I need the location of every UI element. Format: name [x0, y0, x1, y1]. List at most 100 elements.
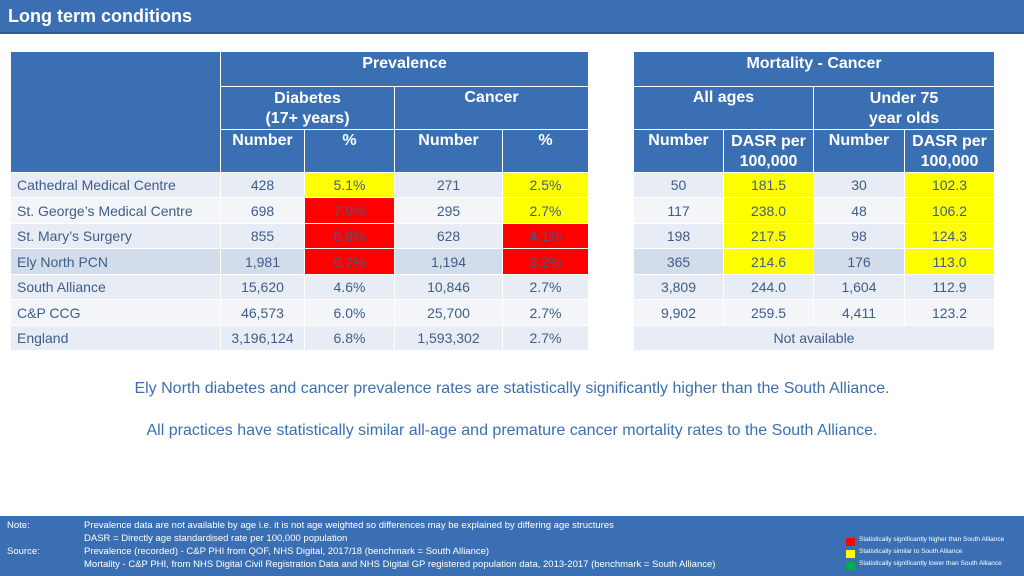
diabetes-number: 698: [220, 197, 305, 224]
diabetes-number: 428: [220, 172, 305, 198]
table-row: Ely North PCN 1,981 6.7% 1,194 3.2%: [10, 248, 590, 275]
note-text: DASR = Directly age standardised rate pe…: [84, 533, 348, 544]
mortality-header: Mortality - Cancer: [632, 51, 996, 87]
all-ages-number: 117: [633, 197, 724, 224]
prevalence-header: Prevalence: [219, 51, 590, 87]
under-75-dasr: 123.2: [903, 299, 996, 326]
prevalence-table: Prevalence Diabetes (17+ years) Cancer N…: [10, 51, 590, 351]
diabetes-percent: 5.1%: [304, 172, 395, 198]
under-75-dasr: 112.9: [903, 274, 996, 300]
table-row: Not available: [632, 325, 996, 351]
diabetes-header: Diabetes (17+ years): [220, 86, 395, 130]
under-75-number: 4,411: [813, 299, 905, 326]
under-75-number: 176: [813, 248, 905, 275]
diabetes-number: 46,573: [220, 299, 305, 326]
table-row: C&P CCG 46,573 6.0% 25,700 2.7%: [10, 299, 590, 326]
cancer-number: 1,194: [394, 248, 503, 275]
cancer-percent: 4.1%: [501, 223, 590, 249]
cancer-header: Cancer: [393, 86, 590, 130]
source-text: Prevalence (recorded) - C&P PHI from QOF…: [84, 546, 490, 557]
footer: Note: Prevalence data are not available …: [0, 516, 1024, 576]
under-75-header: Under 75 year olds: [812, 86, 996, 130]
area-name: St. George’s Medical Centre: [10, 197, 221, 224]
diabetes-number: 15,620: [220, 274, 305, 300]
diabetes-number: 855: [220, 223, 305, 249]
under-75-number: 98: [813, 223, 905, 249]
note-text: Prevalence data are not available by age…: [84, 520, 614, 531]
diabetes-percent: 6.8%: [304, 223, 395, 249]
cancer-percent: 2.7%: [501, 274, 590, 300]
table-row: 9,902 259.5 4,411 123.2: [633, 299, 996, 326]
area-name: England: [10, 325, 221, 351]
area-name: South Alliance: [10, 274, 221, 300]
note-label: Note:: [7, 520, 30, 531]
under-75-dasr: 113.0: [903, 248, 996, 275]
diabetes-percent: 4.6%: [304, 274, 395, 300]
all-ages-header: All ages: [633, 86, 814, 130]
cancer-number: 25,700: [394, 299, 503, 326]
under-75-number: 30: [813, 172, 905, 198]
cancer-number: 628: [394, 223, 503, 249]
all-ages-number: 3,809: [633, 274, 724, 300]
table-row: 365 214.6 176 113.0: [633, 248, 996, 275]
legend-swatch: [846, 550, 855, 558]
cancer-percent: 2.7%: [501, 299, 590, 326]
all-ages-dasr: 217.5: [723, 223, 814, 249]
cancer-percent: 2.7%: [501, 197, 590, 224]
cancer-number: 1,593,302: [394, 325, 503, 351]
table-row: South Alliance 15,620 4.6% 10,846 2.7%: [10, 274, 590, 300]
under-75-number: 1,604: [813, 274, 905, 300]
mortality-table: Mortality - Cancer All ages Under 75 yea…: [632, 51, 996, 351]
table-row: 198 217.5 98 124.3: [633, 223, 996, 249]
legend-swatch: [846, 562, 855, 570]
table-row: England 3,196,124 6.8% 1,593,302 2.7%: [10, 325, 590, 351]
under-75-dasr-header: DASR per 100,000: [903, 129, 996, 173]
area-name: Ely North PCN: [10, 248, 221, 275]
source-text: Mortality - C&P PHI, from NHS Digital Ci…: [84, 559, 716, 570]
all-ages-dasr-header: DASR per 100,000: [723, 129, 814, 173]
legend-label: Statistically significantly lower than S…: [859, 560, 1002, 567]
cancer-percent-header: %: [501, 129, 590, 173]
cancer-number-header: Number: [394, 129, 503, 173]
cancer-number: 271: [394, 172, 503, 198]
under-75-dasr: 106.2: [903, 197, 996, 224]
under-75-number-header: Number: [813, 129, 905, 173]
page-title: Long term conditions: [0, 0, 1024, 34]
table-row: 117 238.0 48 106.2: [633, 197, 996, 224]
all-ages-number: 9,902: [633, 299, 724, 326]
all-ages-number-header: Number: [633, 129, 724, 173]
legend-label: Statistically similar to South Alliance: [859, 548, 963, 555]
all-ages-dasr: 238.0: [723, 197, 814, 224]
diabetes-number: 3,196,124: [220, 325, 305, 351]
under-75-dasr: 102.3: [903, 172, 996, 198]
legend-label: Statistically significantly higher than …: [859, 536, 1005, 543]
cancer-percent: 2.7%: [501, 325, 590, 351]
cancer-percent: 3.2%: [501, 248, 590, 275]
all-ages-dasr: 214.6: [723, 248, 814, 275]
under-75-dasr: 124.3: [903, 223, 996, 249]
row-header-corner: [10, 51, 221, 173]
table-row: St. Mary’s Surgery 855 6.8% 628 4.1%: [10, 223, 590, 249]
summary-prevalence: Ely North diabetes and cancer prevalence…: [134, 380, 890, 397]
diabetes-percent: 6.0%: [304, 299, 395, 326]
area-name: C&P CCG: [10, 299, 221, 326]
all-ages-dasr: 181.5: [723, 172, 814, 198]
all-ages-number: 50: [633, 172, 724, 198]
diabetes-percent: 6.7%: [304, 248, 395, 275]
cancer-percent: 2.5%: [501, 172, 590, 198]
all-ages-dasr: 244.0: [723, 274, 814, 300]
table-row: Cathedral Medical Centre 428 5.1% 271 2.…: [10, 172, 590, 198]
area-name: Cathedral Medical Centre: [10, 172, 221, 198]
diabetes-number-header: Number: [220, 129, 305, 173]
cancer-number: 10,846: [394, 274, 503, 300]
all-ages-dasr: 259.5: [723, 299, 814, 326]
all-ages-number: 198: [633, 223, 724, 249]
legend-swatch: [846, 538, 855, 546]
cancer-number: 295: [394, 197, 503, 224]
diabetes-percent-header: %: [304, 129, 395, 173]
diabetes-number: 1,981: [220, 248, 305, 275]
under-75-number: 48: [813, 197, 905, 224]
summary-mortality: All practices have statistically similar…: [146, 422, 878, 439]
all-ages-number: 365: [633, 248, 724, 275]
diabetes-percent: 7.9%: [304, 197, 395, 224]
